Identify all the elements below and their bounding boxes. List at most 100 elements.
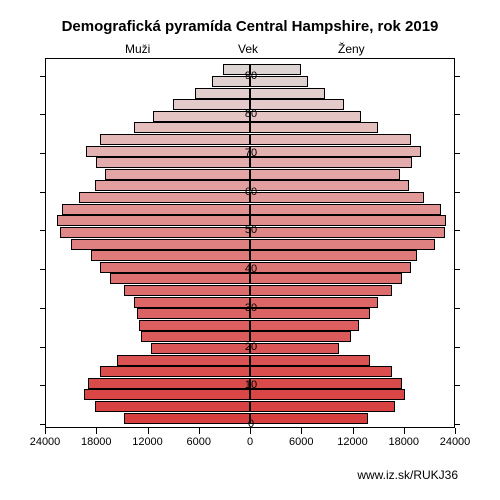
bar-female: [250, 331, 351, 342]
bar-female: [250, 134, 411, 145]
age-group-row: [46, 88, 454, 99]
y-tick-mark: [454, 76, 460, 77]
bar-male: [105, 169, 250, 180]
bar-female: [250, 180, 409, 191]
bar-male: [100, 262, 250, 273]
bar-male: [100, 134, 250, 145]
y-tick-label: 40: [240, 263, 262, 275]
bar-male: [84, 389, 250, 400]
x-tick-mark: [250, 428, 251, 434]
footer-text: www.iz.sk/RUKJ36: [357, 468, 458, 482]
y-tick-mark: [40, 76, 46, 77]
bar-female: [250, 227, 445, 238]
bar-female: [250, 366, 392, 377]
bar-female: [250, 99, 344, 110]
bar-male: [57, 215, 250, 226]
y-tick-mark: [40, 269, 46, 270]
female-label: Ženy: [338, 42, 365, 56]
x-axis: 240001800012000600006000120001800024000: [45, 428, 455, 458]
bar-female: [250, 192, 424, 203]
bar-male: [124, 285, 250, 296]
x-tick-label: 18000: [81, 436, 112, 448]
y-tick-label: 90: [240, 70, 262, 82]
y-tick-mark: [454, 269, 460, 270]
y-tick-mark: [40, 153, 46, 154]
bar-female: [250, 239, 435, 250]
y-tick-mark: [40, 192, 46, 193]
y-tick-mark: [40, 347, 46, 348]
bar-male: [60, 227, 250, 238]
bar-male: [151, 343, 250, 354]
x-tick-mark: [301, 428, 302, 434]
x-tick-mark: [148, 428, 149, 434]
age-group-row: [46, 285, 454, 296]
y-tick-mark: [454, 192, 460, 193]
bar-female: [250, 157, 412, 168]
bar-male: [91, 250, 250, 261]
age-group-row: [46, 250, 454, 261]
y-tick-mark: [454, 308, 460, 309]
bar-male: [141, 331, 250, 342]
bar-male: [95, 401, 250, 412]
bar-female: [250, 401, 395, 412]
y-tick-mark: [40, 308, 46, 309]
y-tick-mark: [40, 424, 46, 425]
x-tick-mark: [404, 428, 405, 434]
y-tick-label: 20: [240, 341, 262, 353]
age-group-row: [46, 401, 454, 412]
bar-female: [250, 215, 446, 226]
age-group-row: [46, 320, 454, 331]
bar-male: [96, 157, 250, 168]
y-tick-mark: [454, 114, 460, 115]
bar-female: [250, 285, 392, 296]
bar-female: [250, 204, 441, 215]
age-group-row: [46, 355, 454, 366]
x-tick-mark: [353, 428, 354, 434]
x-tick-label: 6000: [289, 436, 313, 448]
y-tick-label: 60: [240, 186, 262, 198]
age-group-row: [46, 204, 454, 215]
bar-male: [134, 122, 250, 133]
age-label: Vek: [238, 42, 258, 56]
x-tick-label: 12000: [132, 436, 163, 448]
bar-female: [250, 378, 402, 389]
bar-female: [250, 146, 421, 157]
x-tick-mark: [96, 428, 97, 434]
male-label: Muži: [125, 42, 150, 56]
bar-male: [95, 180, 250, 191]
chart-title: Demografická pyramída Central Hampshire,…: [0, 18, 500, 35]
y-tick-mark: [454, 347, 460, 348]
age-group-row: [46, 134, 454, 145]
bar-female: [250, 413, 368, 424]
bar-female: [250, 122, 378, 133]
y-tick-label: 50: [240, 224, 262, 236]
bar-female: [250, 250, 417, 261]
bar-male: [195, 88, 250, 99]
y-tick-label: 70: [240, 147, 262, 159]
x-tick-label: 18000: [388, 436, 419, 448]
bar-female: [250, 389, 405, 400]
bar-male: [71, 239, 250, 250]
y-tick-mark: [40, 114, 46, 115]
bar-female: [250, 355, 370, 366]
x-tick-label: 0: [247, 436, 253, 448]
age-group-row: [46, 239, 454, 250]
x-tick-label: 12000: [337, 436, 368, 448]
x-tick-label: 24000: [440, 436, 471, 448]
y-tick-mark: [40, 230, 46, 231]
bar-female: [250, 297, 378, 308]
age-group-row: [46, 169, 454, 180]
y-tick-mark: [40, 385, 46, 386]
y-tick-label: 30: [240, 302, 262, 314]
x-tick-mark: [45, 428, 46, 434]
bar-male: [137, 308, 250, 319]
bar-female: [250, 88, 325, 99]
bar-male: [173, 99, 250, 110]
bar-male: [139, 320, 250, 331]
bar-female: [250, 273, 402, 284]
y-tick-label: 80: [240, 108, 262, 120]
age-group-row: [46, 122, 454, 133]
bar-female: [250, 308, 370, 319]
bar-male: [86, 146, 250, 157]
x-tick-mark: [455, 428, 456, 434]
